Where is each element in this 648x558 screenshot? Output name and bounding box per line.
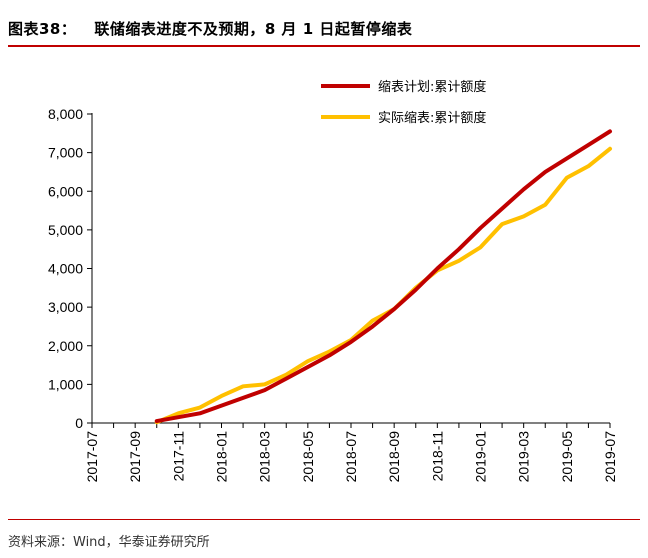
x-tick-label: 2017-11 <box>170 431 186 482</box>
y-tick-label: 4,000 <box>48 261 83 277</box>
source-note: 资料来源：Wind，华泰证券研究所 <box>8 535 210 550</box>
x-tick-label: 2018-01 <box>214 431 230 483</box>
y-tick-label: 8,000 <box>48 106 83 122</box>
y-tick-label: 3,000 <box>48 299 83 315</box>
x-tick-label: 2019-07 <box>602 431 618 483</box>
y-tick-label: 7,000 <box>48 145 83 161</box>
legend-entry-actual-label: 实际缩表:累计额度 <box>378 110 486 126</box>
line-chart: 0 1,000 2,000 3,000 4,000 5,000 6,000 7,000 8,00… <box>48 79 618 482</box>
y-tick-label: 1,000 <box>48 376 83 392</box>
bottom-rule <box>8 519 640 520</box>
x-tick-label: 2018-11 <box>429 431 445 482</box>
x-tick-label: 2017-07 <box>84 431 100 483</box>
legend-entry-plan-label: 缩表计划:累计额度 <box>378 79 486 95</box>
y-tick-label: 6,000 <box>48 183 83 199</box>
x-tick-label: 2018-05 <box>300 431 316 483</box>
x-tick-label: 2017-09 <box>127 431 143 483</box>
figure-number: 图表38： <box>8 20 77 38</box>
x-tick-label: 2018-09 <box>386 431 402 483</box>
x-tick-label: 2018-07 <box>343 431 359 483</box>
x-tick-label: 2019-05 <box>559 431 575 483</box>
chart-title: 图表38： 联储缩表进度不及预期，8 月 1 日起暂停缩表 <box>8 18 412 39</box>
series-line-plan <box>154 129 612 424</box>
x-tick-label: 2018-03 <box>257 431 273 483</box>
x-tick-label: 2019-03 <box>516 431 532 483</box>
figure-title-text: 联储缩表进度不及预期，8 月 1 日起暂停缩表 <box>94 20 413 38</box>
top-rule <box>8 45 640 47</box>
y-tick-label: 0 <box>75 415 83 431</box>
y-tick-label: 2,000 <box>48 338 83 354</box>
chart-axes: 0 1,000 2,000 3,000 4,000 5,000 6,000 7,000 8,00… <box>48 106 618 482</box>
y-tick-label: 5,000 <box>48 222 83 238</box>
chart-lines <box>154 129 612 425</box>
series-line-actual <box>154 146 612 425</box>
x-tick-label: 2019-01 <box>473 431 489 483</box>
